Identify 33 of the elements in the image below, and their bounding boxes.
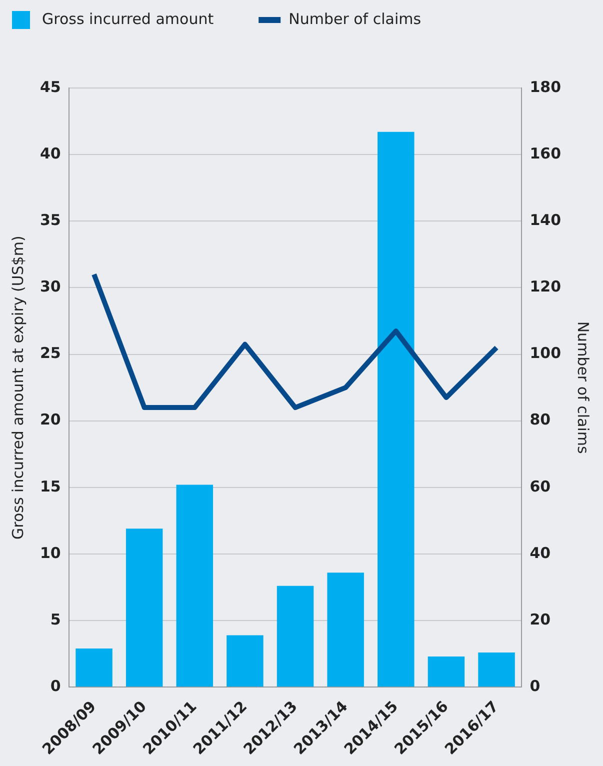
legend-label: Gross incurred amount	[42, 10, 214, 28]
y-tick-label: 25	[40, 344, 61, 362]
y2-tick-label: 0	[530, 677, 540, 696]
y-tick-label: 0	[50, 677, 61, 696]
y2-tick-label: 160	[530, 144, 561, 162]
bar	[76, 648, 112, 687]
y2-tick-label: 180	[530, 78, 561, 96]
bar	[276, 586, 314, 687]
bar	[226, 635, 264, 687]
bar	[126, 528, 163, 687]
y-tick-label: 30	[40, 278, 61, 296]
y2-tick-label: 20	[530, 610, 551, 628]
bar	[428, 656, 465, 687]
y-axis-title: Gross incurred amount at expiry (US$m)	[8, 236, 27, 540]
y-tick-label: 15	[40, 477, 61, 496]
y-tick-label: 45	[40, 78, 61, 96]
y-tick-label: 20	[40, 410, 61, 429]
y2-tick-label: 120	[530, 278, 561, 296]
y-tick-label: 35	[40, 211, 61, 230]
y-tick-label: 40	[40, 144, 61, 162]
y2-tick-label: 60	[530, 477, 551, 496]
bar	[378, 132, 414, 687]
y-tick-label: 5	[50, 610, 61, 628]
bar	[478, 652, 515, 687]
y2-tick-label: 140	[530, 211, 561, 230]
bar	[176, 484, 214, 687]
y2-axis-title: Number of claims	[574, 321, 592, 454]
y2-tick-label: 40	[530, 544, 551, 562]
y2-tick-label: 100	[530, 344, 561, 362]
legend-label: Number of claims	[288, 10, 422, 28]
bar	[327, 572, 364, 687]
y2-tick-label: 80	[530, 410, 551, 429]
y-tick-label: 10	[40, 544, 61, 562]
